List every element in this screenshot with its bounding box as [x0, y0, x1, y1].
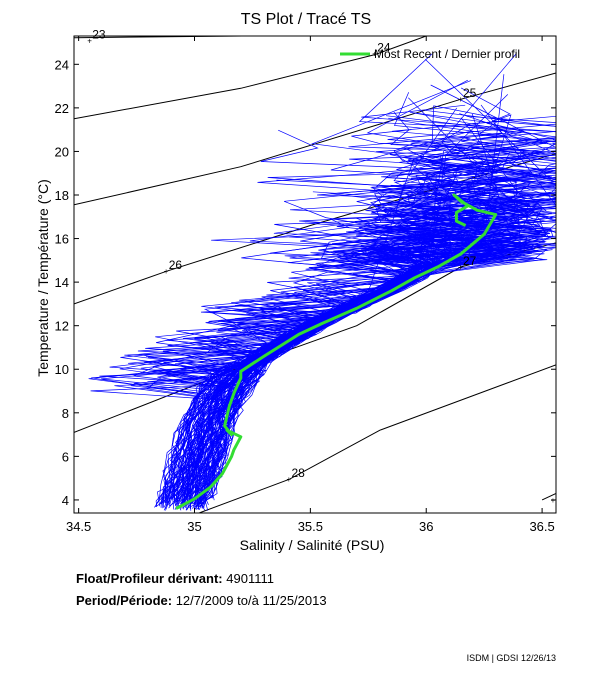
isopycnal-line: [74, 36, 427, 120]
isopycnal-label: 26: [169, 258, 183, 272]
y-tick-label: 20: [55, 144, 69, 159]
profile-line: [179, 174, 437, 507]
profile-line: [168, 187, 501, 507]
profile-line: [202, 240, 452, 499]
isopycnal-label: 23: [92, 27, 106, 41]
period-from: 12/7/2009: [175, 593, 234, 608]
isopycnal-line: [74, 36, 288, 39]
profile-line: [119, 97, 538, 501]
isopycnal-tick: +: [287, 475, 292, 484]
x-tick-label: 35.5: [298, 519, 323, 534]
profile-line: [162, 193, 546, 500]
profile-line: [155, 80, 503, 506]
isopycnal-line: [198, 364, 556, 513]
isopycnal-tick: +: [372, 49, 377, 58]
profile-line: [174, 223, 522, 502]
plot-frame: [73, 35, 557, 514]
profile-line: [189, 234, 529, 509]
y-axis-label: Temperature / Température (°C): [35, 179, 51, 377]
profile-line: [166, 203, 556, 501]
y-tick-label: 4: [62, 493, 69, 508]
isopycnal-line: [74, 72, 556, 206]
profile-line: [185, 129, 544, 511]
x-tick-label: 36: [419, 519, 433, 534]
legend-label: Most Recent / Dernier profil: [374, 47, 520, 61]
profile-line: [199, 171, 537, 504]
isopycnal-tick: +: [164, 267, 169, 276]
x-axis-label: Salinity / Salinité (PSU): [240, 537, 385, 553]
isopycnal-label: 28: [292, 466, 306, 480]
isopycnal-line: [541, 492, 556, 501]
y-tick-label: 16: [55, 232, 69, 247]
x-tick-label: 34.5: [66, 519, 91, 534]
footer-credit: ISDM | GDSI 12/26/13: [467, 653, 556, 663]
y-tick-label: 6: [62, 449, 69, 464]
isopycnal-label: 27: [463, 254, 477, 268]
y-tick-label: 14: [55, 275, 69, 290]
plot-area: +23+24+25+26+27+28+34.53535.53636.546810…: [55, 27, 557, 534]
period-info: Period/Période: 12/7/2009 to/à 11/25/201…: [76, 593, 327, 608]
plot-clip-group: [74, 36, 556, 513]
period-label: Period/Période:: [76, 593, 173, 608]
isopycnal-tick: +: [87, 36, 92, 45]
float-value: 4901111: [226, 571, 274, 586]
profile-line: [155, 150, 445, 508]
isopycnal-line: [74, 242, 556, 433]
x-tick-label: 36.5: [529, 519, 554, 534]
period-sep: to/à: [237, 593, 259, 608]
profile-line: [183, 140, 556, 510]
y-tick-label: 22: [55, 101, 69, 116]
float-label: Float/Profileur dérivant:: [76, 571, 223, 586]
x-tick-label: 35: [187, 519, 201, 534]
footer-date: 12/26/13: [520, 653, 556, 663]
profile-line: [206, 115, 556, 499]
isopycnal-tick: +: [458, 95, 463, 104]
isopycnal-label: 24: [377, 40, 391, 54]
profile-line: [114, 150, 556, 510]
y-tick-label: 12: [55, 319, 69, 334]
footer-org: ISDM | GDSI: [466, 653, 519, 663]
y-tick-label: 18: [55, 188, 69, 203]
most-recent-profile-line: [175, 193, 498, 510]
isopycnal-label: 25: [463, 86, 477, 100]
y-tick-label: 10: [55, 362, 69, 377]
period-to: 11/25/2013: [262, 593, 327, 608]
float-info: Float/Profileur dérivant: 4901111: [76, 571, 274, 586]
chart-title: TS Plot / Tracé TS: [241, 11, 371, 28]
isopycnal-tick: +: [458, 263, 463, 272]
y-tick-label: 8: [62, 406, 69, 421]
y-tick-label: 24: [55, 57, 69, 72]
